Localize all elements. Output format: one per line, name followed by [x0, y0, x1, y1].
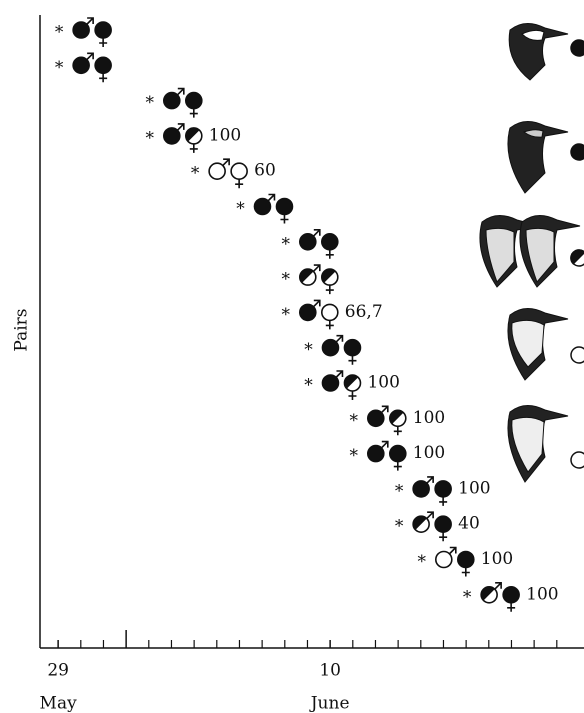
marker: *	[282, 270, 291, 290]
success-label: 100	[209, 125, 241, 145]
female-symbol	[95, 22, 111, 38]
female-cross	[326, 320, 334, 329]
female-cross	[462, 568, 470, 577]
male-arrow	[87, 18, 94, 25]
marker: *	[282, 234, 291, 254]
success-label: 100	[413, 408, 445, 428]
female-cross	[348, 356, 356, 365]
success-label: 40	[458, 514, 480, 534]
female-symbol	[344, 340, 360, 356]
female-symbol	[390, 446, 406, 462]
chart: Pairs 29 10 May June * * * * 100 * 60 * * * * 66,7 * * 100…	[0, 0, 584, 713]
male-arrow	[449, 548, 456, 555]
female-symbol	[458, 552, 474, 568]
male-arrow	[313, 265, 320, 272]
month-label: May	[40, 694, 78, 713]
male-arrow	[223, 159, 230, 166]
pair: *	[55, 53, 111, 82]
marker: *	[395, 481, 404, 501]
male-arrow	[336, 336, 343, 343]
female-cross	[280, 215, 288, 224]
male-arrow	[381, 406, 388, 413]
marker: *	[146, 128, 155, 148]
pair: *	[236, 195, 292, 224]
pair: * 100	[350, 406, 446, 435]
female-symbol	[503, 587, 519, 603]
pair: * 100	[350, 442, 446, 471]
x-tick-label: 10	[319, 661, 341, 681]
male-arrow	[381, 442, 388, 449]
y-axis-label: Pairs	[12, 308, 32, 351]
success-label: 100	[526, 584, 558, 604]
male-arrow	[336, 371, 343, 378]
male-arrow	[313, 230, 320, 237]
female-cross	[394, 462, 402, 471]
male-arrow	[427, 512, 434, 519]
bird-heads	[480, 23, 580, 482]
pair: * 60	[191, 159, 276, 188]
female-cross	[99, 38, 107, 47]
month-label: June	[309, 694, 350, 713]
pair: * 100	[304, 371, 400, 400]
female-symbol	[322, 304, 338, 320]
female-symbol	[186, 93, 202, 109]
pair: *	[282, 230, 338, 259]
male-arrow	[313, 300, 320, 307]
success-label: 66,7	[345, 302, 383, 322]
female-cross	[235, 179, 243, 188]
marker: *	[55, 58, 64, 78]
male-arrow	[177, 89, 184, 96]
pair: * 100	[463, 583, 559, 612]
female-cross	[439, 532, 447, 541]
female-cross	[326, 285, 334, 294]
x-tick-label: 29	[47, 661, 69, 681]
female-cross	[326, 250, 334, 259]
pair: * 66,7	[282, 300, 383, 329]
pair: *	[304, 336, 360, 365]
marker: *	[146, 93, 155, 113]
marker: *	[191, 164, 200, 184]
female-cross	[190, 109, 198, 118]
female-symbol	[322, 234, 338, 250]
pair: * 100	[146, 124, 242, 153]
marker: *	[395, 517, 404, 537]
marker: *	[304, 376, 313, 396]
success-label: 100	[481, 549, 513, 569]
female-cross	[348, 391, 356, 400]
female-symbol	[95, 57, 111, 73]
marker: *	[304, 340, 313, 360]
marker: *	[236, 199, 245, 219]
female-symbol	[435, 481, 451, 497]
marker: *	[350, 446, 359, 466]
male-arrow	[87, 53, 94, 60]
success-label: 100	[458, 478, 490, 498]
pair: *	[146, 89, 202, 118]
marker: *	[282, 305, 291, 325]
pair: *	[55, 18, 111, 47]
marker: *	[350, 411, 359, 431]
female-cross	[439, 497, 447, 506]
marker: *	[463, 587, 472, 607]
female-symbol	[435, 516, 451, 532]
success-label: 100	[367, 373, 399, 393]
legend-symbols	[571, 40, 584, 468]
female-symbol	[276, 199, 292, 215]
marker: *	[55, 23, 64, 43]
female-cross	[394, 426, 402, 435]
pair: * 100	[418, 548, 514, 577]
male-arrow	[495, 583, 502, 590]
female-cross	[190, 144, 198, 153]
female-cross	[507, 603, 515, 612]
success-label: 100	[413, 443, 445, 463]
female-cross	[99, 73, 107, 82]
pair: * 40	[395, 512, 480, 541]
female-symbol	[231, 163, 247, 179]
success-label: 60	[254, 161, 276, 181]
male-arrow	[427, 477, 434, 484]
male-arrow	[268, 195, 275, 202]
pair: * 100	[395, 477, 491, 506]
pair: *	[282, 265, 338, 294]
male-arrow	[177, 124, 184, 130]
marker: *	[418, 552, 427, 572]
